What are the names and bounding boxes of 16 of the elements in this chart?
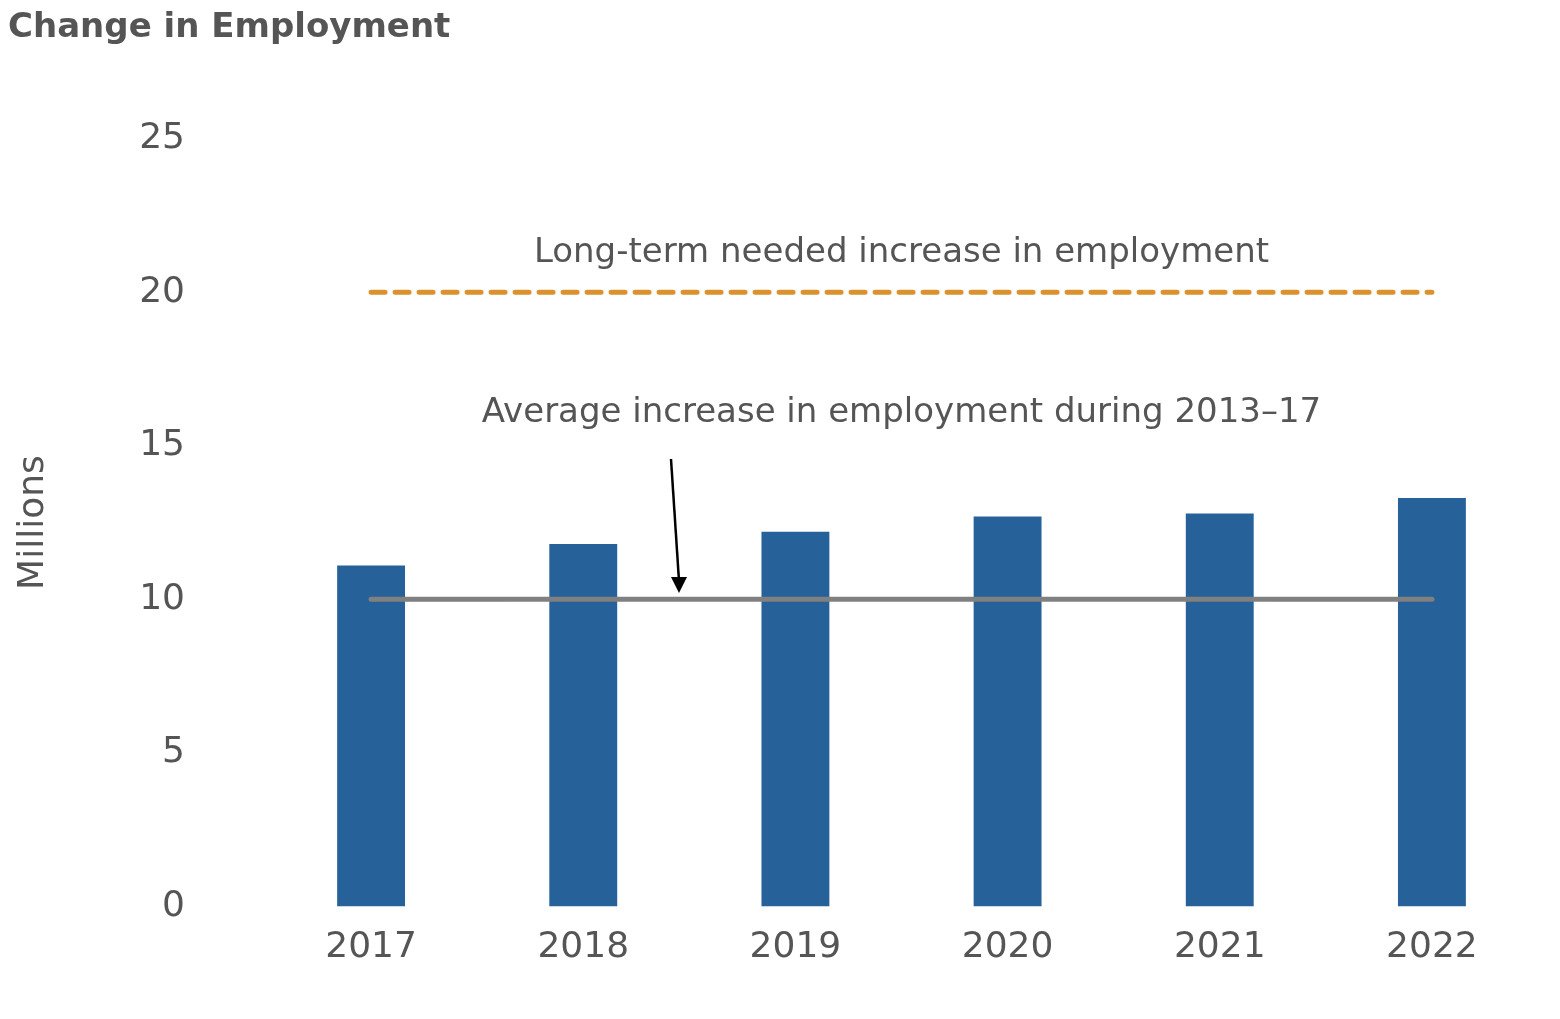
x-tick-label: 2022 bbox=[1386, 924, 1478, 966]
x-tick-label: 2017 bbox=[325, 924, 417, 966]
y-tick-label: 20 bbox=[139, 268, 186, 310]
x-tick-label: 2020 bbox=[961, 924, 1054, 966]
ref-line-label: Long-term needed increase in employment bbox=[533, 230, 1270, 271]
y-tick-label: 25 bbox=[139, 115, 186, 157]
chart-title: Change in Employment bbox=[8, 5, 451, 46]
x-tick-label: 2021 bbox=[1173, 924, 1266, 966]
annotation: Average increase in employment during 2013–17 bbox=[481, 390, 1322, 431]
y-tick-label: 5 bbox=[162, 729, 186, 771]
x-tick-label: 2018 bbox=[537, 924, 630, 966]
y-axis-title: Millions bbox=[9, 455, 51, 590]
y-tick-label: 0 bbox=[162, 882, 186, 924]
y-tick-label: 10 bbox=[139, 575, 186, 617]
x-tick-label: 2019 bbox=[749, 924, 842, 966]
y-tick-label: 15 bbox=[139, 422, 186, 464]
